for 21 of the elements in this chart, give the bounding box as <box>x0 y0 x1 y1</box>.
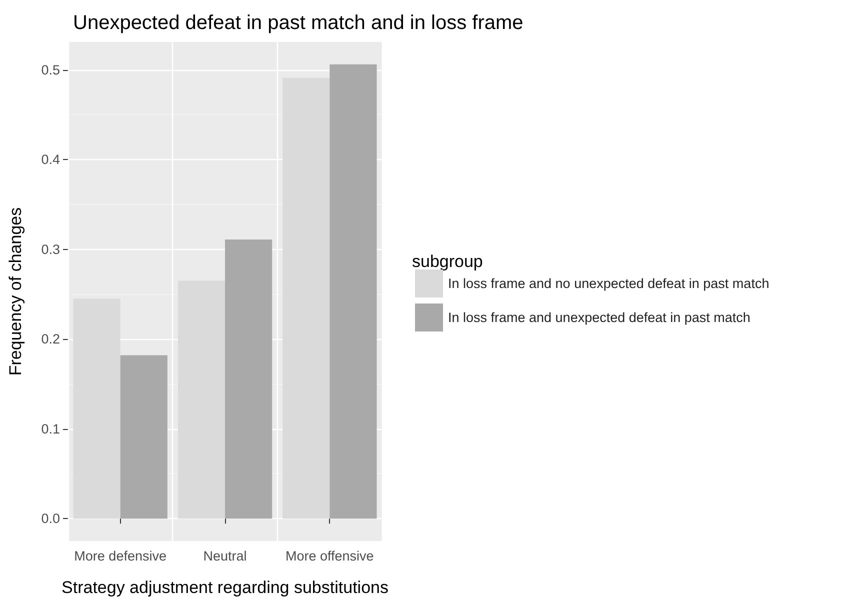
bar <box>225 239 272 519</box>
y-tick-label: 0.2 <box>41 332 60 347</box>
y-tick-label: 0.3 <box>41 242 60 257</box>
bar <box>73 298 120 519</box>
x-tick-label: Neutral <box>203 548 247 564</box>
legend-label: In loss frame and no unexpected defeat in past match <box>448 276 770 291</box>
y-tick-label: 0.0 <box>41 511 60 526</box>
x-axis-title: Strategy adjustment regarding substitutions <box>62 578 388 597</box>
y-tick-label: 0.4 <box>41 152 60 168</box>
bar <box>120 355 168 519</box>
x-tick-label: More defensive <box>74 548 166 564</box>
chart-title: Unexpected defeat in past match and in loss frame <box>73 12 524 34</box>
y-axis-title: Frequency of changes <box>6 207 25 376</box>
legend-title: subgroup <box>412 252 483 271</box>
y-tick-label: 0.1 <box>41 421 60 436</box>
y-tick-label: 0.5 <box>41 62 60 78</box>
legend-label: In loss frame and unexpected defeat in past match <box>448 310 750 325</box>
bar <box>178 280 225 519</box>
bar <box>330 64 377 519</box>
bar <box>282 78 330 519</box>
x-tick-label: More offensive <box>286 548 374 564</box>
